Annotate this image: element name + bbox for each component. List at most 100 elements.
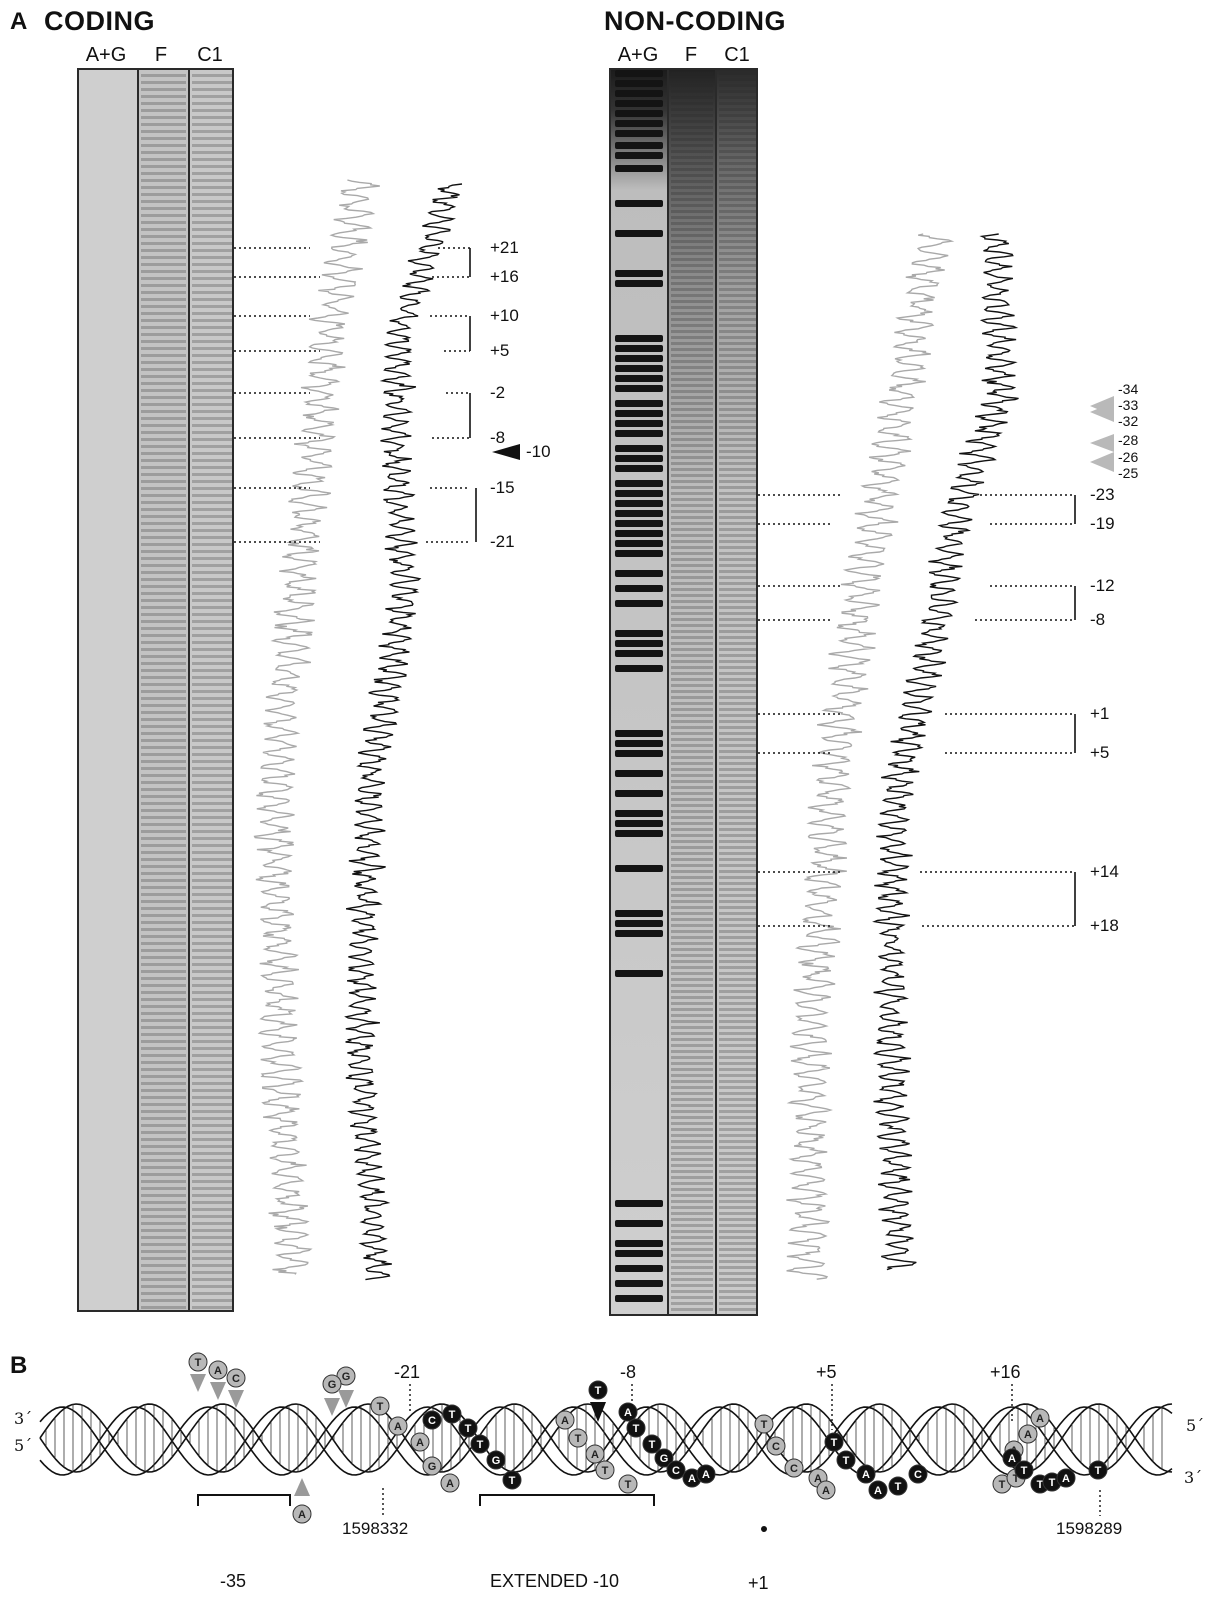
gel-band [141, 249, 186, 252]
gel-band [615, 630, 663, 637]
coding-arrowhead [492, 444, 520, 460]
gel-band [141, 522, 186, 525]
gel-band [192, 207, 232, 210]
gel-band [192, 697, 232, 700]
gel-band [719, 468, 756, 471]
gel-band [719, 204, 756, 207]
plus1-dot [761, 1526, 767, 1532]
gel-band [719, 690, 756, 693]
gel-band [719, 576, 756, 579]
svg-text:A: A [688, 1473, 696, 1485]
gel-band [671, 846, 713, 849]
gel-band [719, 1104, 756, 1107]
gel-band [141, 340, 186, 343]
gel-band [719, 228, 756, 231]
gel-band [192, 809, 232, 812]
gel-band [671, 330, 713, 333]
gel-band [671, 972, 713, 975]
gel-band [719, 342, 756, 345]
gel-band [719, 438, 756, 441]
helix-pos-label: +5 [816, 1362, 837, 1382]
base-circle-black: A [696, 1464, 716, 1484]
gel-band [719, 618, 756, 621]
gel-band [141, 781, 186, 784]
gel-band [141, 1110, 186, 1113]
svg-text:G: G [342, 1371, 351, 1383]
gel-band [192, 396, 232, 399]
gel-band [192, 438, 232, 441]
gel-band [192, 907, 232, 910]
base-circle-gray: T [595, 1460, 615, 1480]
gel-band [671, 1122, 713, 1125]
gel-band [671, 798, 713, 801]
gel-band [719, 348, 756, 351]
gel-band [141, 578, 186, 581]
gel-band [141, 739, 186, 742]
gel-band [192, 984, 232, 987]
gel-band [719, 1008, 756, 1011]
gel-band [671, 990, 713, 993]
gel-band [141, 186, 186, 189]
gel-band [192, 326, 232, 329]
gel-band [192, 571, 232, 574]
gel-band [671, 156, 713, 159]
gel-band [141, 627, 186, 630]
gel-band [719, 816, 756, 819]
gel-band [719, 210, 756, 213]
gel-band [615, 270, 663, 277]
gel-band [671, 978, 713, 981]
gel-band [671, 1158, 713, 1161]
coding-pos-label: +5 [490, 341, 510, 360]
coding-pos-label: -2 [490, 383, 506, 402]
gel-band [141, 907, 186, 910]
gel-band [719, 282, 756, 285]
gel-band [719, 318, 756, 321]
gel-band [671, 210, 713, 213]
gel-band [671, 1272, 713, 1275]
gel-band [615, 770, 663, 777]
gel-band [671, 1038, 713, 1041]
gel-band [615, 200, 663, 207]
gel-band [141, 1243, 186, 1246]
gel-band [192, 1278, 232, 1281]
svg-text:C: C [914, 1469, 922, 1481]
svg-text:G: G [492, 1455, 501, 1467]
svg-text:A: A [1008, 1453, 1016, 1465]
gel-band [719, 390, 756, 393]
gel-band [615, 480, 663, 487]
coding-c1-lane [190, 70, 232, 1310]
gel-band [615, 750, 663, 757]
gel-band [192, 1264, 232, 1267]
gel-band [141, 221, 186, 224]
gel-band [192, 536, 232, 539]
gel-band [141, 242, 186, 245]
gel-band [671, 318, 713, 321]
gel-band [671, 1032, 713, 1035]
gel-band [141, 977, 186, 980]
gel-band [671, 72, 713, 75]
gel-band [671, 120, 713, 123]
minus35-bracket [197, 1494, 291, 1506]
gel-band [719, 558, 756, 561]
gel-band [141, 998, 186, 1001]
gel-band [671, 654, 713, 657]
gel-band [141, 179, 186, 182]
gel-band [192, 1173, 232, 1176]
svg-text:T: T [1013, 1473, 1020, 1485]
gel-band [141, 620, 186, 623]
gel-band [192, 746, 232, 749]
gel-band [192, 144, 232, 147]
gel-band [719, 744, 756, 747]
gel-band [615, 90, 663, 97]
gel-band [671, 240, 713, 243]
gel-band [671, 348, 713, 351]
gel-band [671, 1086, 713, 1089]
gel-band [719, 906, 756, 909]
gel-band [192, 781, 232, 784]
gel-band [192, 228, 232, 231]
gel-band [719, 1308, 756, 1311]
gel-band [141, 536, 186, 539]
gel-band [192, 893, 232, 896]
gel-band [671, 234, 713, 237]
gel-band [615, 1240, 663, 1247]
